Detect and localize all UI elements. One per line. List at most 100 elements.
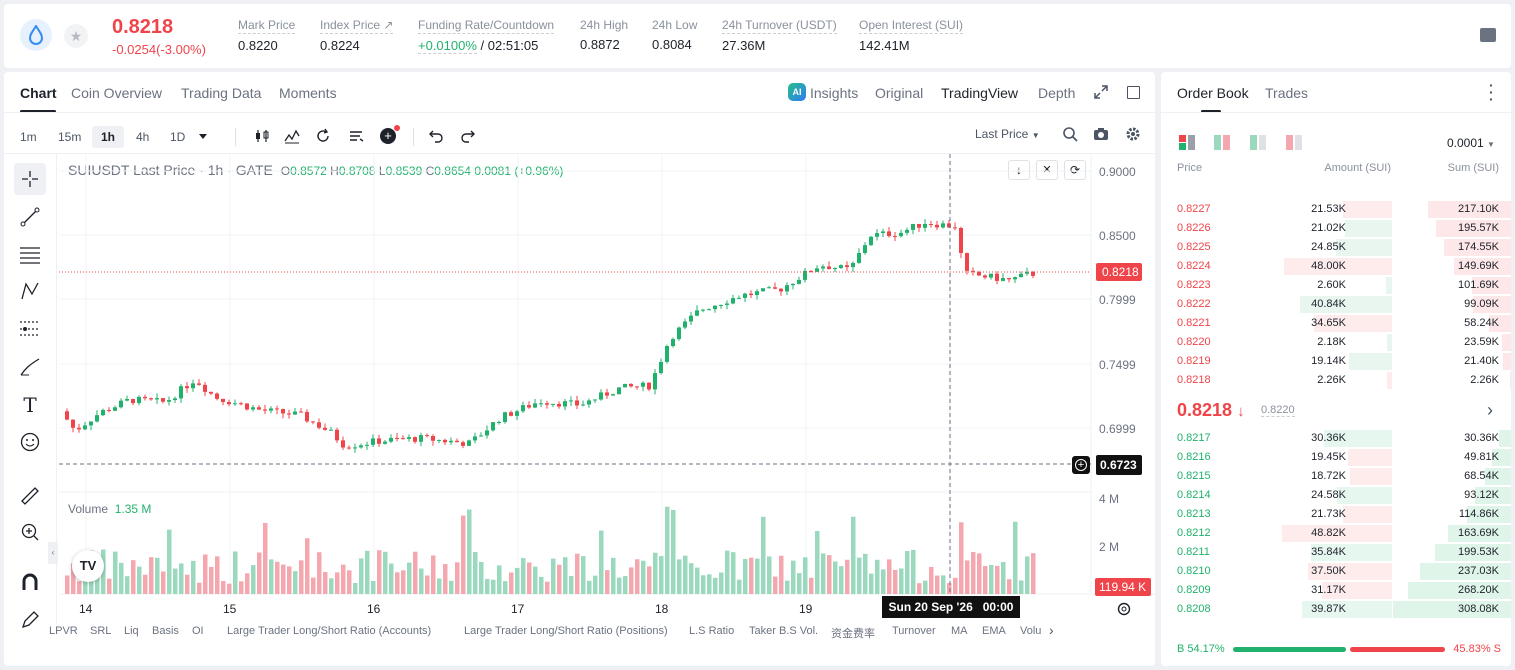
mid-price[interactable]: 0.8218 ↓	[1177, 400, 1245, 421]
bid-row[interactable]: 0.8217 30.36K 30.36K	[1161, 429, 1511, 448]
fullscreen-icon[interactable]	[1127, 86, 1140, 99]
indicator-srl[interactable]: SRL	[90, 625, 112, 637]
compare-icon[interactable]	[315, 128, 331, 144]
indicator-ls-accounts[interactable]: Large Trader Long/Short Ratio (Accounts)	[227, 625, 432, 637]
templates-icon[interactable]	[348, 128, 364, 144]
expand-icon[interactable]	[1094, 85, 1108, 99]
bid-row[interactable]: 0.8210 37.50K 237.03K	[1161, 562, 1511, 581]
pattern-tool-icon[interactable]	[14, 275, 46, 307]
timeframe-dropdown-icon[interactable]	[199, 134, 207, 139]
timeframe-1d[interactable]: 1D	[170, 130, 186, 144]
indicator-basis[interactable]: Basis	[152, 625, 179, 637]
brush-tool-icon[interactable]	[14, 351, 46, 383]
timeframe-1m[interactable]: 1m	[20, 130, 37, 144]
layout-both-icon[interactable]	[1179, 135, 1195, 150]
crosshair-add-icon[interactable]: +	[1072, 456, 1090, 474]
tab-coin-overview[interactable]: Coin Overview	[71, 85, 163, 101]
emoji-tool-icon[interactable]	[14, 426, 46, 458]
layout-asks-icon[interactable]	[1286, 135, 1302, 150]
open-interest-stat[interactable]: Open Interest (SUI) 142.41M	[859, 18, 964, 53]
ask-row[interactable]: 0.8221 34.65K 58.24K	[1161, 314, 1511, 333]
indicator-turnover[interactable]: Turnover	[892, 625, 936, 637]
search-icon[interactable]	[1062, 126, 1078, 142]
settings-gear-icon[interactable]	[1125, 126, 1141, 142]
crosshair-tool-icon[interactable]	[14, 163, 46, 195]
book-icon[interactable]	[1480, 28, 1496, 42]
bid-row[interactable]: 0.8208 39.87K 308.08K	[1161, 600, 1511, 619]
ask-row[interactable]: 0.8225 24.85K 174.55K	[1161, 238, 1511, 257]
price-type-select[interactable]: Last Price ▼	[975, 127, 1040, 141]
favorite-star-icon[interactable]: ★	[64, 24, 88, 48]
indicator-ls-positions[interactable]: Large Trader Long/Short Ratio (Positions…	[464, 625, 668, 637]
chart-control-download-icon[interactable]: ↓	[1008, 160, 1030, 180]
indicator-liq[interactable]: Liq	[124, 625, 139, 637]
ask-row[interactable]: 0.8218 2.26K 2.26K	[1161, 371, 1511, 390]
zoom-in-icon[interactable]	[14, 516, 46, 548]
indicator-lpvr[interactable]: LPVR	[49, 625, 78, 637]
layout-split-icon[interactable]	[1214, 135, 1230, 150]
collapse-sidebar-icon[interactable]: ‹	[48, 542, 58, 564]
more-menu-icon[interactable]: · · ·	[1489, 77, 1494, 107]
ask-row[interactable]: 0.8222 40.84K 99.09K	[1161, 295, 1511, 314]
indicator-ema[interactable]: EMA	[982, 625, 1006, 637]
bid-row[interactable]: 0.8213 21.73K 114.86K	[1161, 505, 1511, 524]
tab-moments[interactable]: Moments	[279, 85, 337, 101]
bid-row[interactable]: 0.8216 19.45K 49.81K	[1161, 448, 1511, 467]
ask-row[interactable]: 0.8226 21.02K 195.57K	[1161, 219, 1511, 238]
bid-row[interactable]: 0.8215 18.72K 68.54K	[1161, 467, 1511, 486]
undo-icon[interactable]	[428, 128, 444, 144]
trend-line-tool-icon[interactable]	[14, 201, 46, 233]
candlestick-chart[interactable]	[4, 72, 1155, 666]
tab-tradingview[interactable]: TradingView	[941, 85, 1019, 101]
indicator-funding-rate[interactable]: 资金费率	[831, 628, 875, 640]
ask-row[interactable]: 0.8227 21.53K 217.10K	[1161, 200, 1511, 219]
pencil-icon[interactable]	[14, 604, 46, 636]
ruler-tool-icon[interactable]	[14, 480, 46, 512]
timeframe-1h[interactable]: 1h	[92, 126, 125, 148]
text-tool-icon[interactable]: T	[23, 393, 37, 417]
funding-rate-stat[interactable]: Funding Rate/Countdown +0.0100% / 02:51:…	[418, 18, 555, 54]
tab-trading-data[interactable]: Trading Data	[181, 85, 262, 101]
tab-depth[interactable]: Depth	[1038, 85, 1076, 101]
tab-original[interactable]: Original	[875, 85, 924, 101]
indicator-volume[interactable]: Volu	[1020, 625, 1042, 637]
layout-bids-icon[interactable]	[1250, 135, 1266, 150]
magnet-icon[interactable]	[14, 566, 46, 598]
ask-row[interactable]: 0.8220 2.18K 23.59K	[1161, 333, 1511, 352]
chart-settings-gear-icon[interactable]	[1116, 601, 1132, 617]
bid-row[interactable]: 0.8209 31.17K 268.20K	[1161, 581, 1511, 600]
camera-icon[interactable]	[1093, 126, 1109, 142]
indicator-scroll-right-icon[interactable]: ›	[1049, 622, 1054, 638]
bid-row[interactable]: 0.8214 24.58K 93.12K	[1161, 486, 1511, 505]
add-indicator-icon[interactable]: +	[380, 128, 396, 144]
indicator-oi[interactable]: OI	[192, 625, 204, 637]
candle-up	[503, 412, 507, 422]
timeframe-15m[interactable]: 15m	[58, 130, 82, 144]
bid-row[interactable]: 0.8212 48.82K 163.69K	[1161, 524, 1511, 543]
bid-row[interactable]: 0.8211 35.84K 199.53K	[1161, 543, 1511, 562]
precision-select[interactable]: 0.0001 ▼	[1447, 136, 1495, 150]
insights-button[interactable]: Insights	[810, 85, 859, 101]
mark-price-stat[interactable]: Mark Price 0.8220	[238, 18, 296, 53]
fib-tool-icon[interactable]	[14, 238, 46, 270]
ask-row[interactable]: 0.8224 48.00K 149.69K	[1161, 257, 1511, 276]
indicator-ls-ratio[interactable]: L.S Ratio	[689, 625, 735, 637]
ask-row[interactable]: 0.8223 2.60K 101.69K	[1161, 276, 1511, 295]
indicator-ma[interactable]: MA	[951, 625, 968, 637]
projection-tool-icon[interactable]	[14, 312, 46, 344]
indicator-taker-vol[interactable]: Taker B.S Vol.	[749, 625, 819, 637]
index-price-stat[interactable]: Index Price ↗ 0.8224	[320, 18, 394, 53]
tab-trades[interactable]: Trades	[1265, 85, 1309, 101]
candle-up	[839, 265, 843, 268]
redo-icon[interactable]	[460, 128, 476, 144]
turnover-24h-stat[interactable]: 24h Turnover (USDT) 27.36M	[722, 18, 837, 53]
indicators-icon[interactable]	[284, 128, 300, 144]
chart-control-refresh-icon[interactable]: ⟳	[1064, 160, 1086, 180]
tab-order-book[interactable]: Order Book	[1177, 85, 1249, 101]
timeframe-4h[interactable]: 4h	[136, 130, 150, 144]
ask-row[interactable]: 0.8219 19.14K 21.40K	[1161, 352, 1511, 371]
chevron-right-icon[interactable]: ›	[1487, 400, 1493, 420]
candle-type-icon[interactable]	[254, 128, 270, 144]
tab-chart[interactable]: Chart	[20, 85, 57, 101]
chart-control-collapse-icon[interactable]: ✕	[1036, 160, 1058, 180]
